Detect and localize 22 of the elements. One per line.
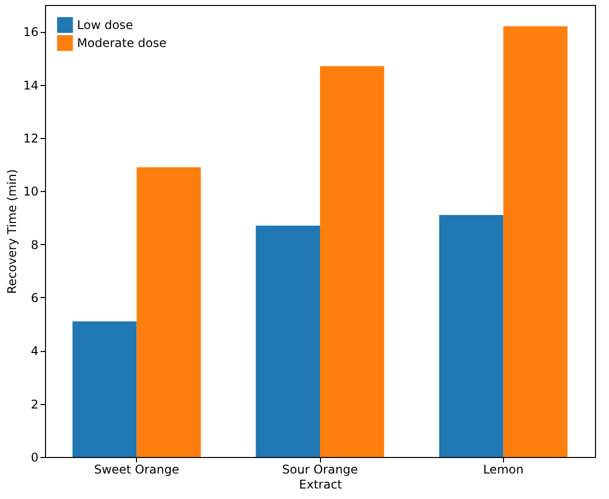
y-tick-label: 2 [30,397,38,412]
legend-label: Moderate dose [77,36,166,50]
y-tick-label: 12 [23,131,38,146]
y-tick-label: 6 [30,290,38,305]
bar [72,321,137,457]
y-tick-label: 10 [23,184,38,199]
bar [439,215,504,457]
x-tick-label: Lemon [483,462,524,476]
bar [136,167,201,457]
y-tick-label: 16 [23,25,38,40]
x-tick-label: Sour Orange [282,462,358,476]
y-tick-label: 4 [30,344,38,358]
x-tick-label: Sweet Orange [94,462,180,476]
legend-label: Low dose [77,18,134,32]
bar [503,26,568,457]
x-axis-title: Extract [299,478,342,492]
bar [256,226,320,457]
y-tick-label: 0 [30,450,38,464]
y-tick-label: 14 [23,78,38,92]
y-axis-title: Recovery Time (min) [5,169,20,294]
bar [320,66,384,457]
y-tick-label: 8 [30,238,38,252]
